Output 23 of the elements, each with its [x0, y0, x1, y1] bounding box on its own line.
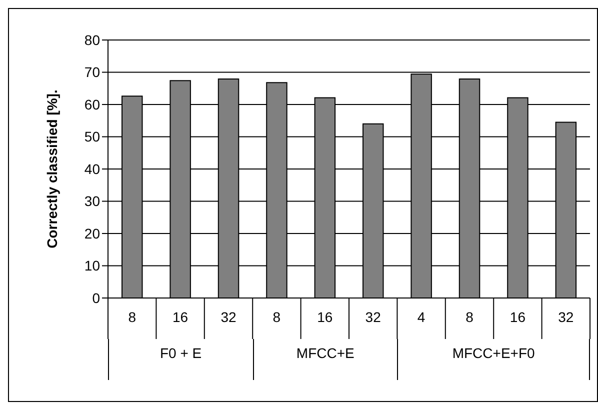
x-tick-label: 16 — [172, 309, 188, 325]
y-tick-label: 80 — [84, 32, 100, 48]
y-tick-label: 0 — [92, 290, 100, 306]
x-tick-label: 8 — [466, 309, 474, 325]
y-tick-label: 20 — [84, 225, 100, 242]
x-tick-label: 32 — [558, 309, 574, 325]
y-tick-label: 70 — [84, 64, 100, 80]
x-tick-label: 8 — [272, 309, 281, 325]
y-tick-label: 10 — [84, 258, 100, 274]
y-tick-label: 50 — [84, 128, 100, 145]
y-tick-label: 30 — [84, 193, 100, 210]
x-tick-label: 32 — [220, 309, 236, 325]
x-tick-label: 16 — [317, 309, 333, 325]
text: MFCC+E — [252, 339, 398, 380]
y-axis-title: Correctly classified [%]. — [44, 90, 60, 248]
x-tick-label: 8 — [128, 309, 136, 325]
y-tick-label: 40 — [84, 160, 100, 177]
x-tick-label: 16 — [510, 309, 526, 325]
y-tick-label: 60 — [84, 96, 100, 112]
x-tick-label: 32 — [365, 309, 382, 325]
text: F0 + E — [108, 339, 253, 380]
text: MFCC+E+F0 — [397, 339, 590, 380]
x-tick-label: 4 — [417, 309, 426, 325]
